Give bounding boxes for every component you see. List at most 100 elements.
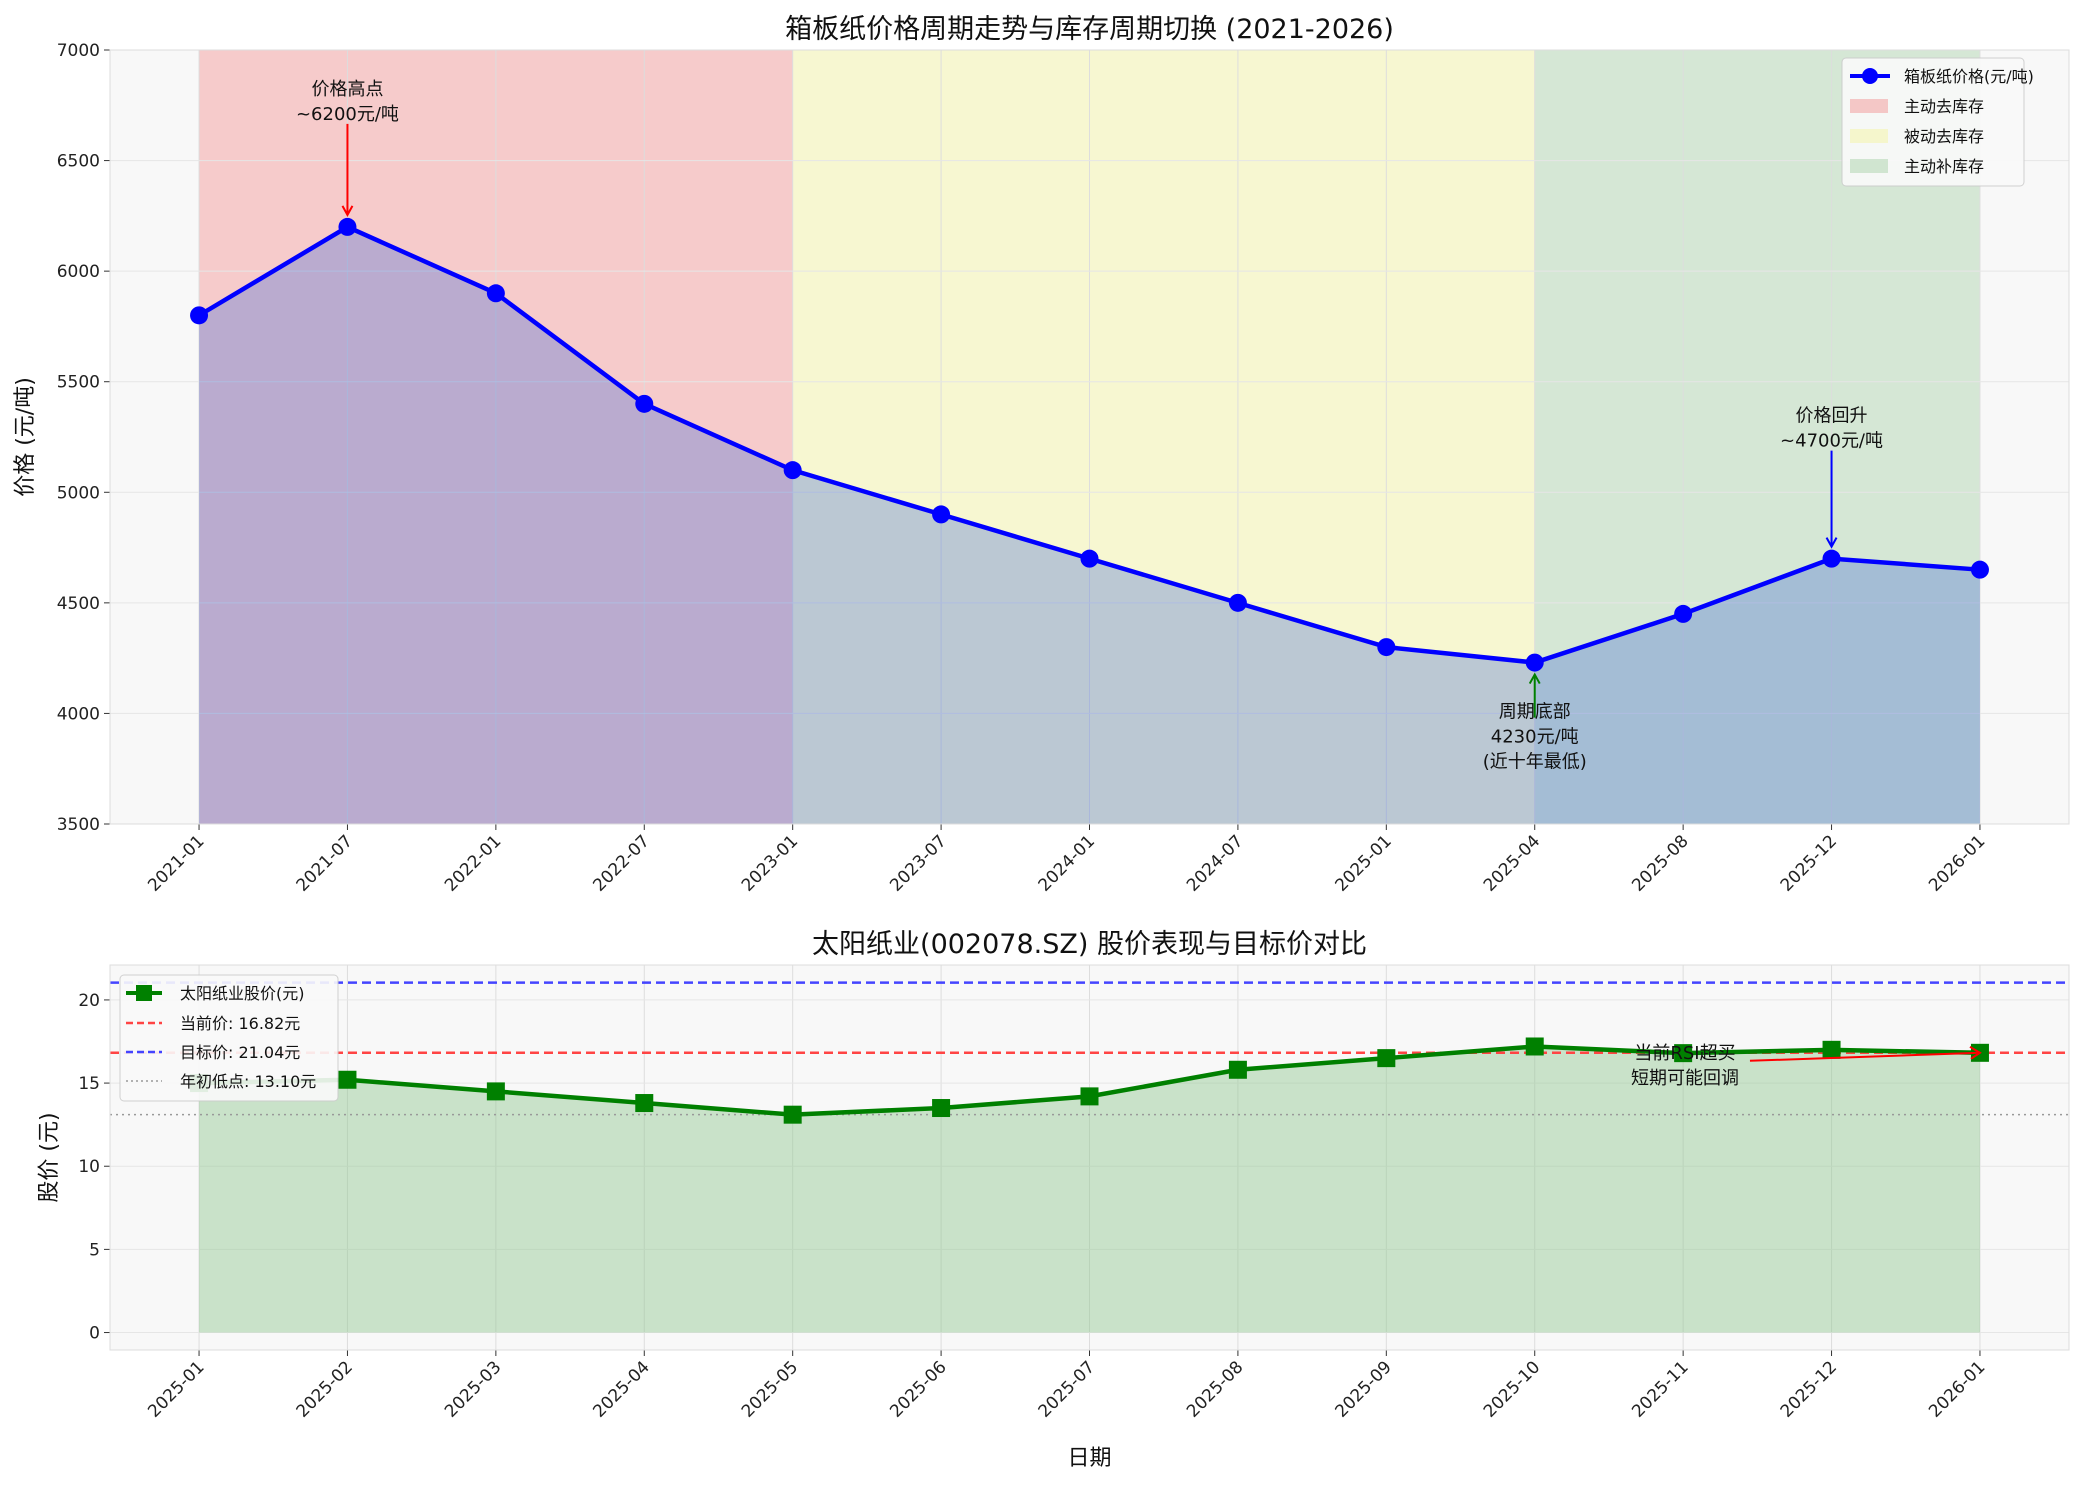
data-point xyxy=(635,394,654,413)
x-tick-label: 2025-11 xyxy=(1628,1357,1692,1421)
legend-swatch xyxy=(1850,159,1888,173)
data-point xyxy=(338,217,357,236)
y-tick-label: 3500 xyxy=(57,815,100,835)
data-point xyxy=(1822,549,1841,568)
chart-title: 太阳纸业(002078.SZ) 股价表现与目标价对比 xyxy=(812,929,1367,960)
data-point xyxy=(1080,549,1099,568)
annotation-text: ~4700元/吨 xyxy=(1780,431,1883,452)
annotation-text: 周期底部 xyxy=(1499,702,1571,723)
data-point xyxy=(1970,560,1989,579)
x-tick-label: 2023-07 xyxy=(886,831,950,895)
legend-label: 目标价: 21.04元 xyxy=(180,1043,300,1062)
data-point xyxy=(190,306,209,325)
y-tick-label: 5500 xyxy=(57,373,100,393)
x-tick-label: 2025-04 xyxy=(589,1357,653,1421)
data-point xyxy=(932,505,951,524)
x-tick-label: 2025-08 xyxy=(1183,1357,1247,1421)
legend-label: 当前价: 16.82元 xyxy=(180,1014,300,1033)
data-point xyxy=(486,1082,505,1101)
x-tick-label: 2025-03 xyxy=(441,1357,505,1421)
x-tick-label: 2021-07 xyxy=(293,831,357,895)
plot-frame xyxy=(109,49,2070,825)
y-tick-label: 20 xyxy=(78,991,100,1011)
y-axis-label: 价格 (元/吨) xyxy=(13,377,38,497)
legend-label: 箱板纸价格(元/吨) xyxy=(1904,67,2034,86)
x-tick-label: 2025-05 xyxy=(738,1357,802,1421)
data-point xyxy=(783,461,802,480)
chart-0: 2021-01 2021-07 2022-01 2022-07 2023-01 2023-… xyxy=(13,14,2070,896)
x-tick-label: 2022-07 xyxy=(589,831,653,895)
legend-swatch xyxy=(1850,99,1888,113)
x-tick-label: 2025-12 xyxy=(1777,1357,1841,1421)
region-1 xyxy=(792,50,1535,824)
x-tick-label: 2025-09 xyxy=(1331,1357,1395,1421)
data-point xyxy=(1674,1044,1693,1063)
arrow-head-icon xyxy=(1969,1045,1982,1060)
x-tick-label: 2024-01 xyxy=(1035,831,1099,895)
y-tick-label: 15 xyxy=(78,1074,100,1094)
data-point xyxy=(1525,1037,1544,1056)
data-point xyxy=(1822,1040,1841,1059)
legend-swatch xyxy=(1850,129,1888,143)
x-tick-label: 2025-06 xyxy=(886,1357,950,1421)
data-point xyxy=(338,1070,357,1089)
data-point xyxy=(1525,653,1544,672)
annotation-text: ~6200元/吨 xyxy=(296,104,399,125)
annotation-arrow xyxy=(1749,1051,1980,1062)
x-tick-label: 2025-08 xyxy=(1628,831,1692,895)
y-tick-label: 4500 xyxy=(57,594,100,614)
x-tick-label: 2025-12 xyxy=(1777,831,1841,895)
x-tick-label: 2021-01 xyxy=(144,831,208,895)
annotation-text: 价格回升 xyxy=(1796,406,1868,427)
data-point xyxy=(1228,1060,1247,1079)
chart-1: 2025-01 2025-02 2025-03 2025-04 2025-05 2025-… xyxy=(37,929,2070,1471)
x-tick-label: 2025-02 xyxy=(293,1357,357,1421)
data-point xyxy=(1228,593,1247,612)
x-tick-label: 2025-07 xyxy=(1035,1357,1099,1421)
x-tick-label: 2024-07 xyxy=(1183,831,1247,895)
x-tick-label: 2025-01 xyxy=(144,1357,208,1421)
y-tick-label: 10 xyxy=(78,1157,100,1177)
data-point xyxy=(783,1105,802,1124)
annotation-2: 价格回升 ~4700元/吨 xyxy=(1780,406,1883,549)
annotation-text: 当前RSI超买 xyxy=(1634,1043,1735,1064)
data-point xyxy=(1377,1049,1396,1068)
legend-box xyxy=(119,974,339,1102)
x-tick-label: 2026-01 xyxy=(1925,1357,1989,1421)
legend-label: 主动补库存 xyxy=(1904,157,1984,176)
annotation-text: 价格高点 xyxy=(311,79,383,100)
legend-marker-icon xyxy=(1862,68,1878,84)
y-axis-label: 股价 (元) xyxy=(37,1112,62,1202)
x-axis-label: 日期 xyxy=(1067,1446,1111,1471)
y-tick-label: 5000 xyxy=(57,483,100,503)
plot-frame xyxy=(109,964,2070,1351)
area-fill xyxy=(199,1046,1980,1333)
arrow-head-icon xyxy=(341,205,354,217)
legend-label: 主动去库存 xyxy=(1904,97,1984,116)
chart-title: 箱板纸价格周期走势与库存周期切换 (2021-2026) xyxy=(785,14,1394,45)
annotation-text: 短期可能回调 xyxy=(1631,1068,1739,1089)
x-tick-label: 2025-04 xyxy=(1480,831,1544,895)
x-tick-label: 2023-01 xyxy=(738,831,802,895)
x-tick-label: 2026-01 xyxy=(1925,831,1989,895)
annotation-text: 4230元/吨 xyxy=(1491,727,1579,748)
legend-label: 被动去库存 xyxy=(1904,127,1984,146)
data-point xyxy=(932,1099,951,1118)
data-point xyxy=(1674,604,1693,623)
y-tick-label: 0 xyxy=(89,1324,100,1344)
x-tick-label: 2025-01 xyxy=(1331,831,1395,895)
y-tick-label: 5 xyxy=(89,1240,100,1260)
legend-box xyxy=(1841,57,2025,187)
annotation-1: 周期底部 4230元/吨 (近十年最低) xyxy=(1483,672,1587,773)
annotation-text: (近十年最低) xyxy=(1483,752,1587,773)
data-point xyxy=(1080,1087,1099,1106)
data-point xyxy=(635,1094,654,1113)
legend-label: 太阳纸业股价(元) xyxy=(180,984,305,1003)
y-tick-label: 6000 xyxy=(57,262,100,282)
y-tick-label: 6500 xyxy=(57,152,100,172)
y-tick-label: 4000 xyxy=(57,704,100,724)
legend-label: 年初低点: 13.10元 xyxy=(180,1072,316,1091)
